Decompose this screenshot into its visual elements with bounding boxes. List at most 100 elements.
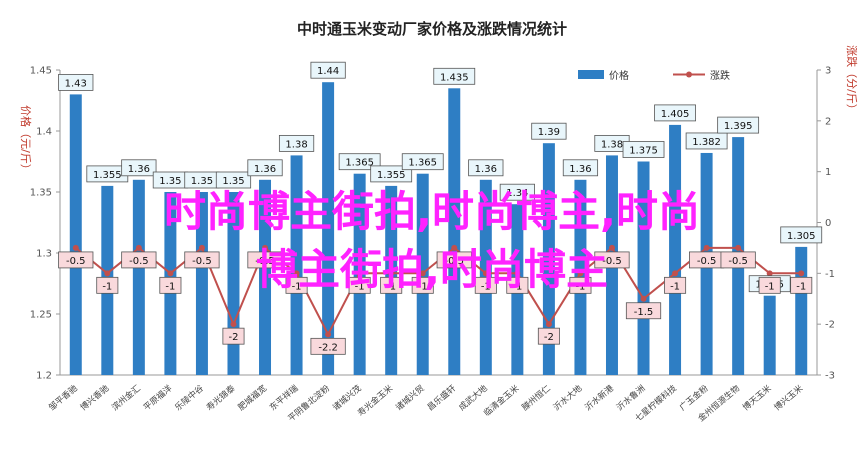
change-label-box [411, 276, 434, 294]
price-label-box [562, 159, 599, 177]
price-bar [195, 192, 208, 375]
change-point [798, 270, 805, 277]
price-bar [290, 155, 303, 375]
price-label-box [338, 153, 381, 171]
change-point [735, 244, 742, 251]
y-axis-title-text: 价格（元/斤） [19, 105, 33, 175]
change-data-label: -2 [544, 332, 554, 343]
price-data-label: 1.36 [254, 164, 276, 175]
price-label-box [58, 74, 94, 91]
price-data-label: 1.39 [538, 127, 560, 138]
price-data-label: 1.355 [377, 170, 406, 181]
watermark-line-1: 时尚博主街拍,时尚博主,时尚 [164, 187, 700, 236]
change-label-box [474, 276, 497, 294]
price-label-box [310, 61, 346, 79]
price-label-box [278, 134, 315, 152]
price-label-box [531, 122, 567, 140]
change-point [167, 270, 174, 277]
change-label-box [664, 276, 687, 294]
price-data-label: 1.36 [569, 164, 591, 175]
price-data-label: 1.355 [93, 170, 122, 181]
price-label-box [654, 104, 696, 122]
change-data-label: -1 [165, 281, 175, 292]
price-data-label: 1.395 [724, 121, 753, 132]
y-axis-title-left: 价格（元/斤） [19, 105, 33, 175]
change-data-label: -1 [102, 281, 112, 292]
change-label-box [348, 276, 371, 294]
price-label-box [121, 159, 157, 177]
change-data-label: -1 [765, 281, 775, 292]
change-point [640, 295, 647, 302]
change-label-box [247, 251, 283, 269]
price-bar [69, 94, 82, 376]
y2-axis-title-text: 涨跌（分/斤） [845, 45, 859, 115]
price-data-label: 1.435 [440, 72, 469, 83]
price-label-box [780, 226, 823, 244]
price-bar [669, 124, 682, 376]
change-label-box [506, 276, 529, 294]
change-data-label: -1 [796, 281, 806, 292]
price-data-label: 1.36 [475, 164, 497, 175]
change-label-box [184, 251, 220, 269]
change-data-label: -0.5 [192, 256, 212, 267]
change-data-label: -1 [575, 281, 585, 292]
y-tick-label: 1.45 [30, 66, 52, 77]
change-data-label: -1 [512, 281, 522, 292]
change-point [72, 244, 79, 251]
y2-tick-label: -3 [825, 371, 835, 382]
price-data-label: 1.35 [191, 176, 213, 187]
change-label-box [625, 302, 662, 320]
change-data-label: -0.5 [66, 256, 86, 267]
price-bar [637, 161, 650, 375]
change-point [325, 331, 332, 338]
price-data-label: 1.365 [408, 158, 437, 169]
change-label-box [121, 251, 157, 269]
change-point [293, 270, 300, 277]
change-data-label: -1 [418, 281, 428, 292]
price-data-label: 1.382 [692, 137, 721, 148]
price-bar [227, 192, 240, 375]
change-data-label: -1.5 [634, 307, 654, 318]
y-tick-label: 1.25 [30, 310, 52, 321]
watermark-overlay: 时尚博主街拍,时尚博主,时尚 博主街拍,时尚博主 [164, 187, 700, 294]
change-data-label: -1 [355, 281, 365, 292]
change-point [482, 270, 489, 277]
price-data-label: 1.405 [661, 109, 690, 120]
change-point [451, 244, 458, 251]
y-axis-title-right: 涨跌（分/斤） [845, 45, 859, 115]
change-data-label: -0.5 [255, 256, 275, 267]
price-label-box [499, 183, 535, 201]
price-label-box [370, 165, 413, 183]
change-point [198, 244, 205, 251]
change-point [356, 270, 363, 277]
price-data-label: 1.365 [345, 158, 374, 169]
change-label-box [436, 251, 472, 269]
change-data-label: -2 [228, 332, 238, 343]
price-label-box [685, 132, 728, 150]
change-point [135, 244, 142, 251]
change-point [577, 270, 584, 277]
price-bar [542, 143, 555, 375]
change-point [262, 244, 269, 251]
change-data-label: -0.5 [445, 256, 465, 267]
change-label-box [222, 327, 245, 345]
price-bar [322, 82, 335, 375]
change-label-box [58, 251, 94, 269]
price-data-label: 1.34 [506, 188, 528, 199]
price-data-label: 1.38 [601, 139, 623, 150]
chart-title: 中时通玉米变动厂家价格及涨跌情况统计 [297, 20, 567, 38]
change-label-box [310, 337, 346, 355]
change-point [104, 270, 111, 277]
legend-price-swatch [578, 70, 604, 79]
price-data-label: 1.43 [65, 78, 87, 89]
watermark-line-2: 博主街拍,时尚博主 [256, 245, 608, 294]
change-point [703, 244, 710, 251]
price-data-label: 1.35 [222, 176, 244, 187]
y-tick-label: 1.4 [36, 127, 52, 138]
change-label-box [159, 276, 182, 294]
change-label-box [537, 327, 560, 345]
change-data-label: -1 [292, 281, 302, 292]
data-labels: 1.43 1.355 1.36 1.35 1.35 1.35 1.36 1.38 1.44 1.3… [58, 61, 823, 355]
price-data-label: 1.36 [128, 164, 150, 175]
